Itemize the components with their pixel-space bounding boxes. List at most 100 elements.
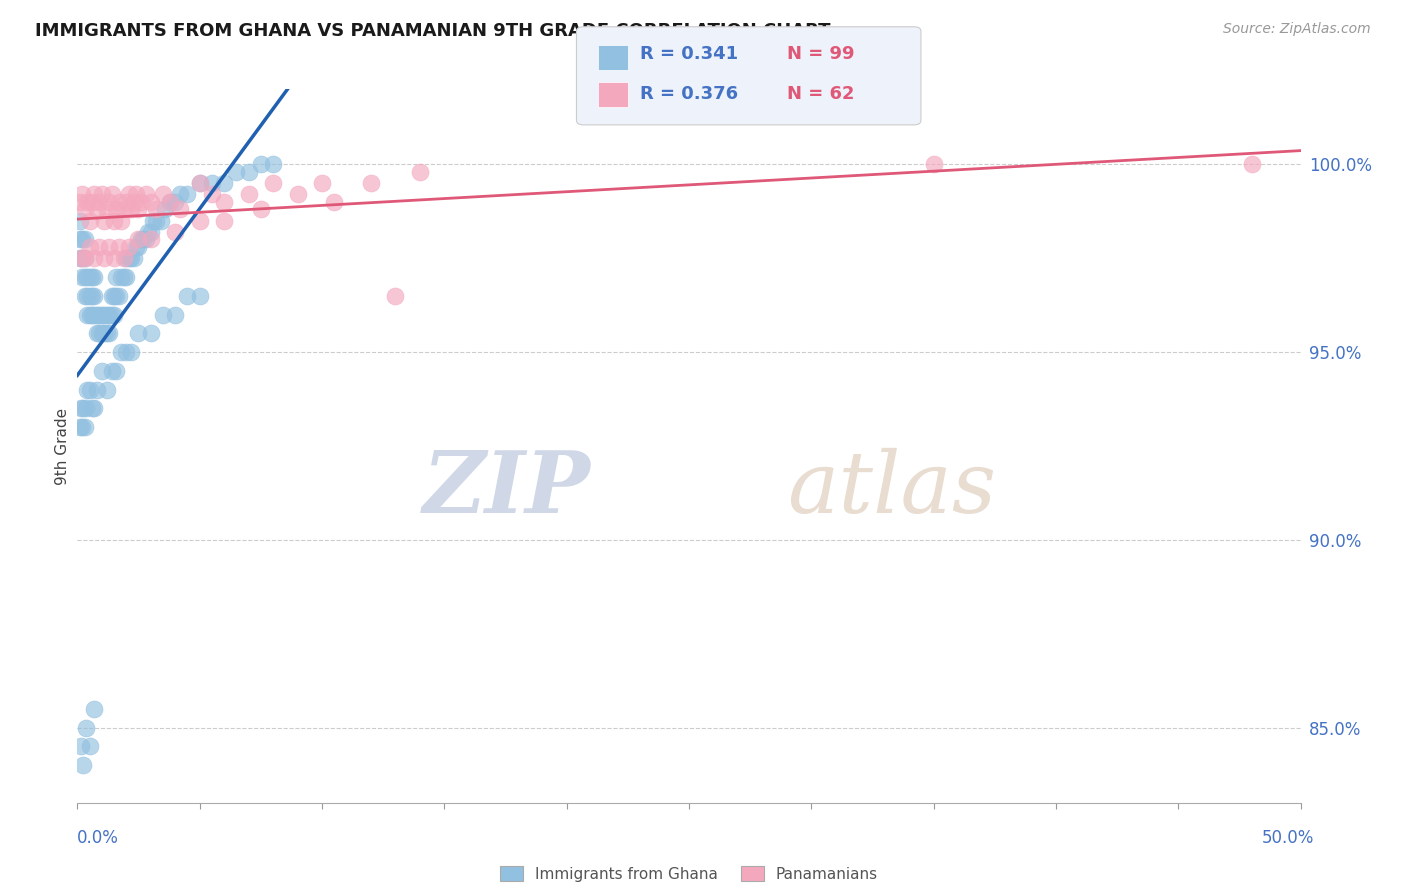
Text: 50.0%: 50.0%: [1263, 829, 1315, 847]
Point: [83, 251, 105, 265]
Point: [212, 176, 235, 190]
Point: [169, 202, 191, 217]
Point: [311, 176, 333, 190]
Point: [100, 187, 122, 202]
Point: [129, 232, 152, 246]
Text: N = 99: N = 99: [787, 45, 855, 63]
Point: [120, 202, 142, 217]
Point: [127, 240, 149, 254]
Point: [118, 187, 141, 202]
Point: [83, 187, 105, 202]
Point: [108, 289, 131, 303]
Point: [105, 364, 128, 378]
Point: [83, 308, 105, 322]
Point: [100, 289, 122, 303]
Point: [79, 739, 101, 754]
Point: [79, 383, 101, 397]
Point: [149, 213, 172, 227]
Point: [98, 194, 121, 209]
Point: [93, 213, 115, 227]
Point: [922, 157, 945, 171]
Point: [159, 194, 181, 209]
Point: [188, 289, 211, 303]
Point: [73, 251, 96, 265]
Point: [169, 187, 191, 202]
Point: [159, 194, 181, 209]
Point: [80, 308, 103, 322]
Point: [118, 240, 141, 254]
Point: [108, 194, 131, 209]
Point: [75, 401, 97, 416]
Text: N = 62: N = 62: [787, 85, 855, 103]
Point: [139, 232, 162, 246]
Point: [118, 251, 141, 265]
Point: [112, 270, 135, 285]
Point: [176, 289, 198, 303]
Point: [96, 308, 118, 322]
Point: [127, 202, 149, 217]
Point: [89, 194, 111, 209]
Point: [103, 251, 125, 265]
Point: [93, 326, 115, 341]
Point: [115, 345, 138, 359]
Point: [262, 157, 284, 171]
Point: [122, 194, 145, 209]
Point: [250, 202, 273, 217]
Point: [76, 383, 98, 397]
Point: [86, 383, 108, 397]
Point: [105, 270, 128, 285]
Point: [83, 401, 105, 416]
Point: [125, 240, 148, 254]
Point: [176, 187, 198, 202]
Point: [127, 326, 149, 341]
Point: [115, 194, 138, 209]
Point: [129, 194, 152, 209]
Point: [103, 308, 125, 322]
Point: [238, 165, 260, 179]
Point: [75, 721, 97, 735]
Point: [70, 270, 93, 285]
Point: [72, 758, 94, 772]
Point: [120, 251, 142, 265]
Point: [98, 308, 121, 322]
Point: [201, 176, 224, 190]
Point: [108, 240, 131, 254]
Point: [86, 202, 108, 217]
Point: [79, 213, 101, 227]
Point: [360, 176, 382, 190]
Point: [73, 270, 96, 285]
Point: [122, 251, 145, 265]
Point: [98, 240, 121, 254]
Point: [70, 739, 93, 754]
Text: 0.0%: 0.0%: [77, 829, 120, 847]
Point: [83, 702, 105, 716]
Point: [86, 326, 108, 341]
Point: [135, 187, 157, 202]
Point: [76, 308, 98, 322]
Point: [110, 213, 132, 227]
Point: [105, 289, 128, 303]
Point: [80, 270, 103, 285]
Point: [155, 202, 177, 217]
Point: [136, 225, 159, 239]
Point: [80, 401, 103, 416]
Point: [142, 213, 165, 227]
Point: [250, 157, 273, 171]
Point: [72, 401, 94, 416]
Point: [152, 308, 174, 322]
Point: [76, 270, 98, 285]
Point: [90, 308, 112, 322]
Point: [69, 251, 91, 265]
Y-axis label: 9th Grade: 9th Grade: [55, 408, 70, 484]
Point: [96, 326, 118, 341]
Point: [165, 194, 187, 209]
Point: [70, 232, 93, 246]
Point: [69, 213, 91, 227]
Text: atlas: atlas: [787, 448, 995, 530]
Point: [83, 270, 105, 285]
Point: [79, 289, 101, 303]
Text: ZIP: ZIP: [423, 447, 591, 531]
Point: [76, 194, 98, 209]
Point: [112, 251, 135, 265]
Point: [262, 176, 284, 190]
